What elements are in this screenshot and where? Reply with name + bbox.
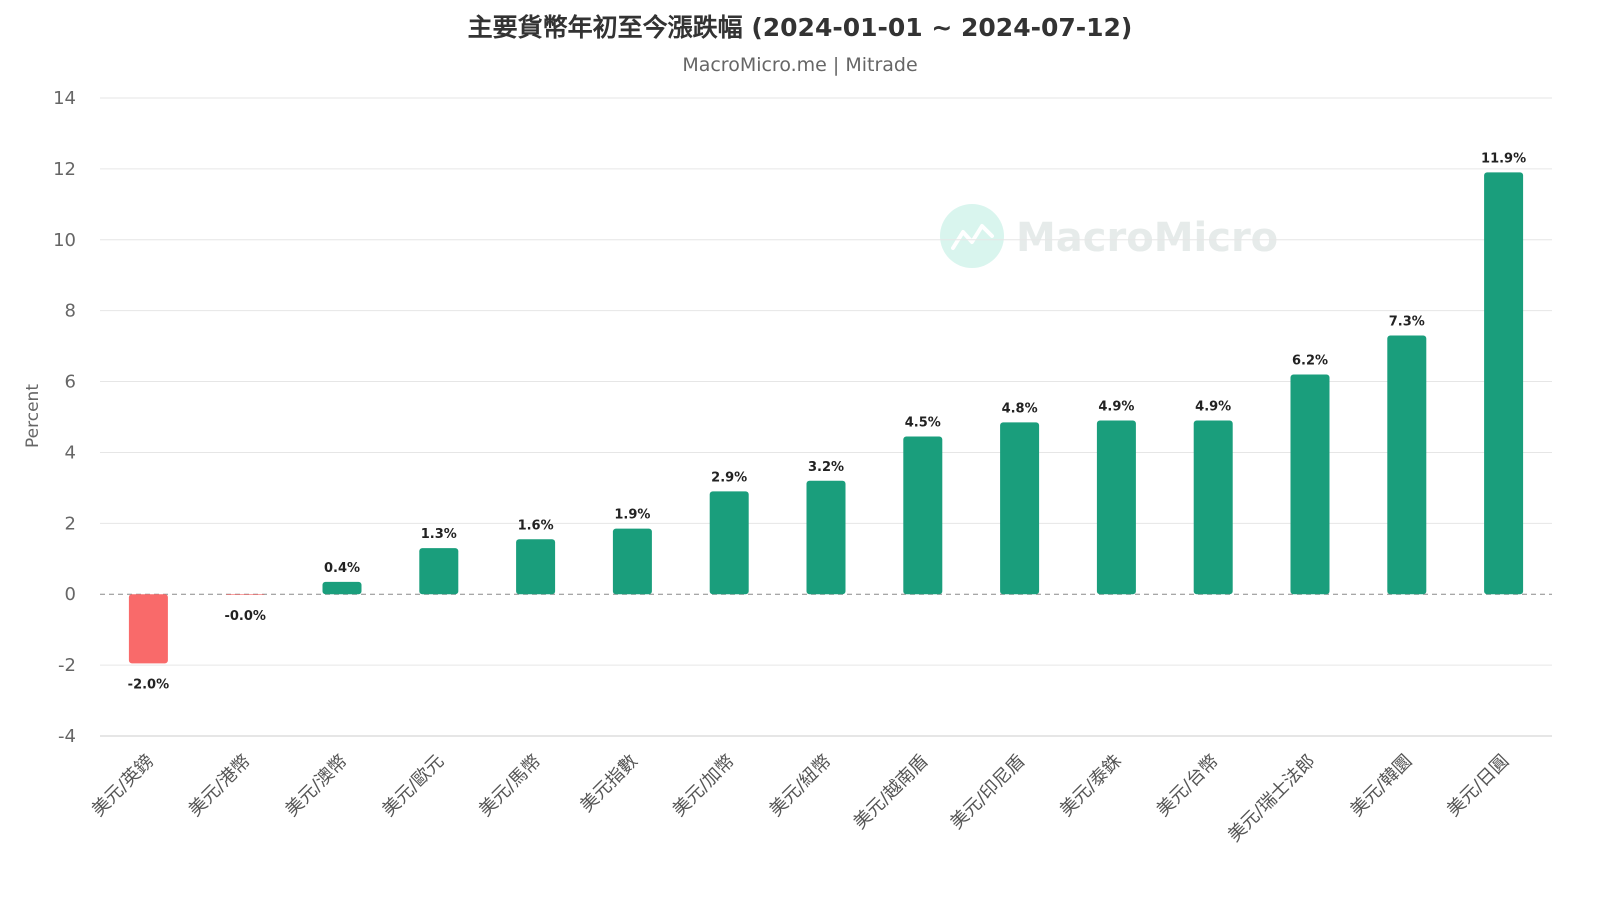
data-label: 4.8% — [1002, 401, 1038, 416]
bar — [1096, 420, 1136, 595]
chart-title: 主要貨幣年初至今漲跌幅 (2024-01-01 ~ 2024-07-12) — [467, 13, 1133, 42]
data-labels: -2.0% -0.0% 0.4% 1.3% 1.6% 1.9% 2.9% 3.2% 4.5% 4.… — [128, 151, 1526, 692]
data-label: 11.9% — [1481, 151, 1526, 166]
data-label: -0.0% — [224, 609, 265, 624]
x-tick-label: 美元/印尼盾 — [946, 751, 1029, 834]
data-label: 3.2% — [808, 460, 844, 475]
data-label: 0.4% — [324, 561, 360, 576]
bar — [1000, 422, 1040, 595]
y-tick-label: 10 — [53, 230, 76, 251]
chart-subtitle: MacroMicro.me | Mitrade — [682, 54, 918, 76]
bar — [612, 528, 652, 595]
data-label: 1.6% — [518, 518, 554, 533]
grid-lines — [100, 97, 1552, 737]
y-tick-label: 2 — [65, 513, 76, 534]
watermark-logo-stroke — [951, 224, 994, 250]
bar — [516, 539, 556, 595]
bar — [322, 581, 362, 595]
x-tick-label: 美元/港幣 — [185, 751, 255, 821]
watermark: MacroMicro — [940, 204, 1278, 268]
y-axis-ticks: 14 12 10 8 6 4 2 0 -2 -4 — [53, 88, 76, 747]
data-label: 1.9% — [614, 508, 650, 523]
bar — [709, 491, 749, 595]
x-tick-label: 美元/越南盾 — [850, 751, 933, 834]
bar — [419, 548, 459, 595]
x-tick-label: 美元/泰銖 — [1056, 751, 1126, 821]
data-label: 6.2% — [1292, 353, 1328, 368]
x-axis-ticks: 美元/英鎊 美元/港幣 美元/澳幣 美元/歐元 美元/馬幣 美元指數 美元/加幣 美元/紐幣美… — [88, 751, 1513, 847]
y-tick-label: -2 — [58, 655, 76, 676]
x-tick-label: 美元/瑞士法郎 — [1224, 751, 1320, 847]
bar — [806, 480, 846, 595]
x-tick-label: 美元/英鎊 — [88, 751, 158, 821]
y-tick-label: 12 — [53, 159, 76, 180]
bar — [903, 436, 943, 595]
watermark-text: MacroMicro — [1016, 215, 1278, 261]
bar — [128, 594, 168, 664]
x-tick-label: 美元/韓圜 — [1346, 751, 1416, 821]
y-tick-label: 4 — [65, 442, 76, 463]
bar — [1290, 374, 1330, 595]
x-tick-label: 美元/紐幣 — [765, 751, 835, 821]
x-tick-label: 美元指數 — [576, 751, 642, 817]
x-tick-label: 美元/加幣 — [669, 751, 739, 821]
x-tick-label: 美元/歐元 — [378, 751, 448, 821]
y-axis-label: Percent — [23, 384, 43, 448]
bar — [1387, 335, 1427, 595]
x-tick-label: 美元/日圓 — [1443, 751, 1513, 821]
bar — [225, 594, 265, 595]
watermark-logo-icon — [940, 204, 1004, 268]
data-label: 4.5% — [905, 415, 941, 430]
bars — [128, 172, 1524, 664]
x-tick-label: 美元/台幣 — [1153, 751, 1223, 821]
data-label: -2.0% — [128, 677, 169, 692]
x-tick-label: 美元/澳幣 — [281, 751, 351, 821]
y-tick-label: -4 — [58, 726, 76, 747]
bar — [1193, 420, 1233, 595]
data-label: 2.9% — [711, 470, 747, 485]
y-tick-label: 0 — [65, 584, 76, 605]
y-tick-label: 6 — [65, 372, 76, 393]
x-tick-label: 美元/馬幣 — [475, 751, 545, 821]
y-tick-label: 8 — [65, 301, 76, 322]
data-label: 1.3% — [421, 527, 457, 542]
data-label: 4.9% — [1098, 400, 1134, 415]
data-label: 7.3% — [1389, 314, 1425, 329]
data-label: 4.9% — [1195, 400, 1231, 415]
y-tick-label: 14 — [53, 88, 76, 109]
bar — [1484, 172, 1524, 595]
